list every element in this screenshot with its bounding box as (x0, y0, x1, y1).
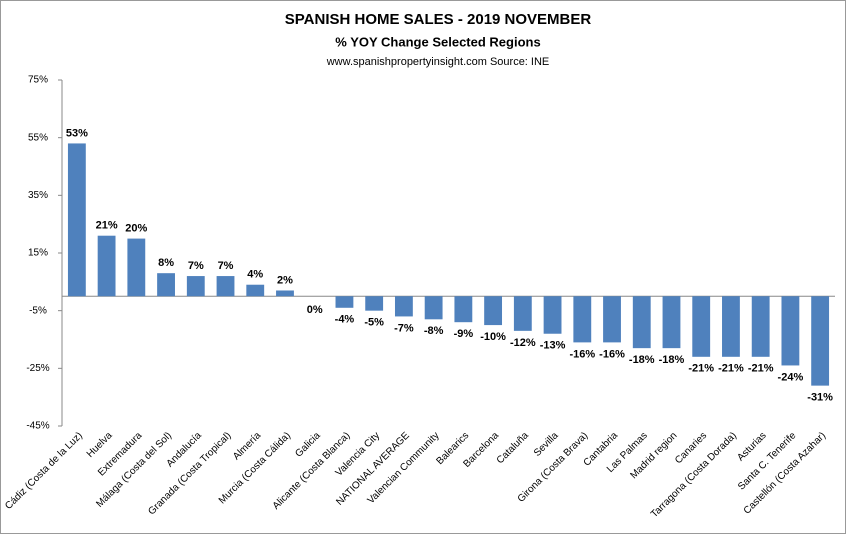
value-label: -21% (688, 363, 714, 375)
y-tick-label: 35% (28, 190, 48, 201)
bar (97, 235, 116, 297)
value-label: -10% (480, 331, 506, 343)
bar (454, 296, 473, 323)
bar (692, 296, 711, 357)
value-label: -18% (659, 354, 685, 366)
value-label: 7% (188, 260, 204, 272)
value-label: -24% (778, 371, 804, 383)
chart-title: SPANISH HOME SALES - 2019 NOVEMBER (285, 11, 592, 28)
value-label: -12% (510, 337, 536, 349)
value-label: 4% (247, 269, 263, 281)
value-label: 0% (307, 304, 323, 316)
value-label: -16% (599, 348, 625, 360)
bar (811, 296, 830, 386)
value-label: -21% (748, 363, 774, 375)
bar (157, 273, 175, 297)
bar (67, 143, 86, 297)
bar (751, 296, 770, 357)
value-label: -31% (807, 392, 833, 404)
value-label: -13% (540, 340, 566, 352)
y-tick-label: 15% (28, 248, 48, 259)
bar (394, 296, 413, 317)
bar (781, 296, 800, 366)
value-label: 8% (158, 257, 174, 269)
value-label: 2% (277, 274, 293, 286)
bar (127, 238, 146, 297)
bar (632, 296, 651, 349)
bar (276, 290, 294, 297)
y-tick-label: -45% (26, 421, 49, 432)
bar (662, 296, 681, 349)
chart-subtitle: % YOY Change Selected Regions (335, 34, 540, 49)
bar (484, 296, 503, 326)
value-label: 7% (218, 260, 234, 272)
value-label: -18% (629, 354, 655, 366)
value-label: 53% (66, 127, 88, 139)
bar (216, 276, 235, 297)
value-label: -8% (424, 325, 444, 337)
value-label: -16% (569, 348, 595, 360)
bar (246, 284, 265, 297)
y-tick-label: 55% (28, 132, 48, 143)
bar (365, 296, 384, 311)
bar (186, 276, 205, 297)
value-label: 20% (125, 222, 147, 234)
bar (424, 296, 443, 320)
value-label: -9% (454, 328, 474, 340)
y-tick-label: 75% (28, 75, 48, 86)
chart-source: www.spanishpropertyinsight.com Source: I… (326, 56, 550, 68)
value-label: -5% (364, 317, 384, 329)
bar (603, 296, 621, 343)
value-label: -4% (335, 314, 355, 326)
y-tick-label: -5% (29, 305, 47, 316)
y-tick-label: -25% (26, 363, 49, 374)
bar (335, 296, 354, 308)
value-label: -21% (718, 363, 744, 375)
bar (513, 296, 532, 331)
bar (543, 296, 562, 334)
value-label: 21% (96, 220, 118, 232)
bar (722, 296, 740, 357)
value-label: -7% (394, 322, 414, 334)
bar (573, 296, 592, 343)
